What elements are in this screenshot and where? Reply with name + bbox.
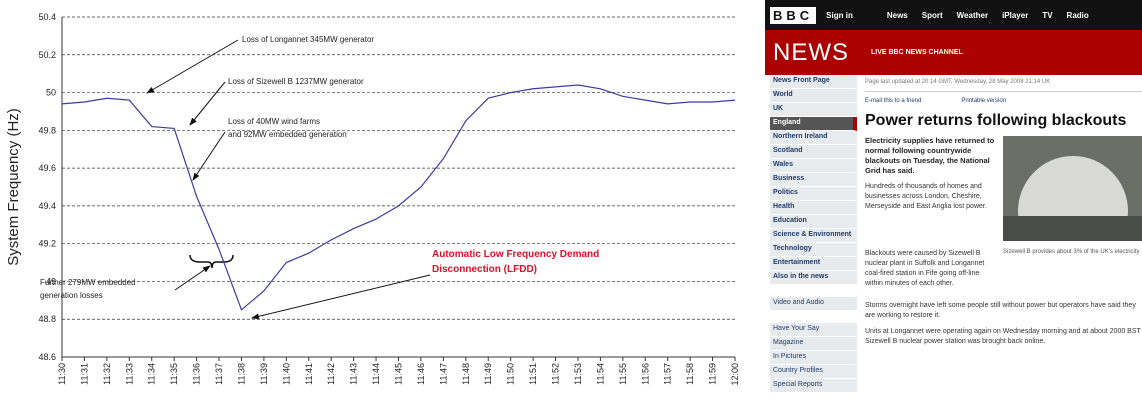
nav-link[interactable]: News [887,11,908,20]
updated: Page last updated at 20:14 GMT, Wednesda… [865,79,1142,92]
annotation: Loss of Longannet 345MW generator [242,33,374,46]
sidebar-link[interactable]: Scotland [770,145,857,159]
x-tick-label: 12:00 [730,363,740,386]
sidebar-link[interactable]: Education [770,215,857,229]
y-tick-label: 50 [46,88,56,98]
sidebar-link[interactable]: Business [770,173,857,187]
x-tick-label: 11:55 [618,363,628,385]
x-tick-label: 11:45 [394,363,404,385]
article: Page last updated at 20:14 GMT, Wednesda… [857,75,1142,394]
sidebar-link[interactable]: England [770,117,857,131]
nav-link[interactable]: iPlayer [1002,11,1028,20]
x-tick-label: 11:41 [304,363,314,385]
x-tick-label: 11:53 [573,363,583,385]
lead: Electricity supplies have returned to no… [865,136,995,176]
x-tick-label: 11:58 [685,363,695,385]
paragraph: Units at Longannet were operating again … [865,327,1142,347]
sidebar-link[interactable]: Technology [770,243,857,257]
sidebar-link[interactable]: World [770,89,857,103]
x-tick-label: 11:31 [79,363,89,385]
bbc-news-page: BBC Sign in News Sport Weather iPlayer TV Rad… [765,0,1142,403]
sidebar-link[interactable]: Northern Ireland [770,131,857,145]
live-link[interactable]: LIVE BBC NEWS CHANNEL [871,49,963,56]
nav-link[interactable]: Radio [1067,11,1089,20]
x-tick-label: 11:52 [551,363,561,385]
y-tick-label: 49.6 [38,163,56,173]
x-tick-label: 11:30 [57,363,67,385]
sidebar-link[interactable]: Science & Environment [770,229,857,243]
x-tick-label: 11:36 [192,363,202,385]
sign-in[interactable]: Sign in [826,11,853,20]
x-tick-label: 11:42 [326,363,336,385]
nav-link[interactable]: TV [1042,11,1052,20]
x-tick-label: 11:51 [528,363,538,385]
x-tick-label: 11:57 [663,363,673,385]
print-link[interactable]: Printable version [961,98,1006,104]
sidebar-link[interactable]: Wales [770,159,857,173]
nav: News Sport Weather iPlayer TV Radio [887,11,1103,20]
x-tick-label: 11:33 [124,363,134,385]
sidebar-link[interactable]: News Front Page [770,75,857,89]
annotation: Loss of 40MW wind farms and 92MW embedde… [228,115,347,141]
logo[interactable]: BBC [770,7,816,24]
nav-link[interactable]: Weather [957,11,988,20]
sidebar-link[interactable]: Entertainment [770,257,857,271]
paragraph: Storms overnight have left some people s… [865,301,1142,321]
x-tick-label: 11:44 [371,363,381,385]
x-tick-label: 11:56 [640,363,650,385]
sidebar-link[interactable]: Health [770,201,857,215]
annotation: Further 279MW embedded generation losses [40,276,136,302]
email-link[interactable]: E-mail this to a friend [865,98,921,104]
y-tick-label: 49.4 [38,201,56,211]
caption: Sizewell B provides about 3% of the UK's… [1003,249,1142,295]
y-tick-label: 49.2 [38,239,56,249]
x-tick-label: 11:35 [169,363,179,385]
bbc-top-bar: BBC Sign in News Sport Weather iPlayer TV Rad… [765,0,1142,30]
news-banner: NEWS LIVE BBC NEWS CHANNEL [765,30,1142,75]
x-tick-label: 11:49 [483,363,493,385]
sidebar-link[interactable]: Magazine [770,337,857,351]
sidebar-link[interactable]: UK [770,103,857,117]
x-tick-label: 11:50 [506,363,516,385]
page: System Frequency (Hz) 48.648.84949.249.4… [0,0,1142,403]
x-tick-label: 11:54 [595,363,605,385]
sidebar-link[interactable]: Video and Audio [770,297,857,311]
x-tick-label: 11:39 [259,363,269,385]
x-tick-label: 11:40 [281,363,291,385]
nav-link[interactable]: Sport [922,11,943,20]
x-tick-label: 11:32 [102,363,112,385]
sidebar-link[interactable]: Country Profiles [770,365,857,379]
sidebar-link[interactable]: Also in the news [770,271,857,285]
x-tick-label: 11:47 [438,363,448,385]
paragraph: Hundreds of thousands of homes and busin… [865,182,995,212]
sidebar-link[interactable]: In Pictures [770,351,857,365]
y-tick-label: 48.6 [38,352,56,362]
sidebar-link[interactable]: Politics [770,187,857,201]
y-tick-label: 50.4 [38,12,56,22]
x-tick-label: 11:34 [147,363,157,385]
paragraph: Blackouts were caused by Sizewell B nucl… [865,249,995,289]
y-tick-label: 49.8 [38,125,56,135]
y-tick-label: 48.8 [38,314,56,324]
section-title[interactable]: NEWS [773,39,849,67]
x-tick-label: 11:46 [416,363,426,385]
chart: System Frequency (Hz) 48.648.84949.249.4… [0,0,745,403]
x-tick-label: 11:43 [349,363,359,385]
line [62,85,735,310]
y-axis-label: System Frequency (Hz) [5,108,22,266]
annotation: Automatic Low Frequency Demand Disconnec… [432,247,599,277]
sidebar-link[interactable]: Have Your Say [770,323,857,337]
sidebar-link[interactable]: Special Reports [770,379,857,393]
figure [1003,136,1142,243]
headline: Power returns following blackouts [865,112,1142,130]
annotation: Loss of Sizewell B 1237MW generator [228,75,364,88]
y-tick-label: 50.2 [38,50,56,60]
photo [1003,136,1142,241]
x-tick-label: 11:38 [236,363,246,385]
x-tick-label: 11:48 [461,363,471,385]
x-tick-label: 11:59 [708,363,718,385]
x-tick-label: 11:37 [214,363,224,385]
